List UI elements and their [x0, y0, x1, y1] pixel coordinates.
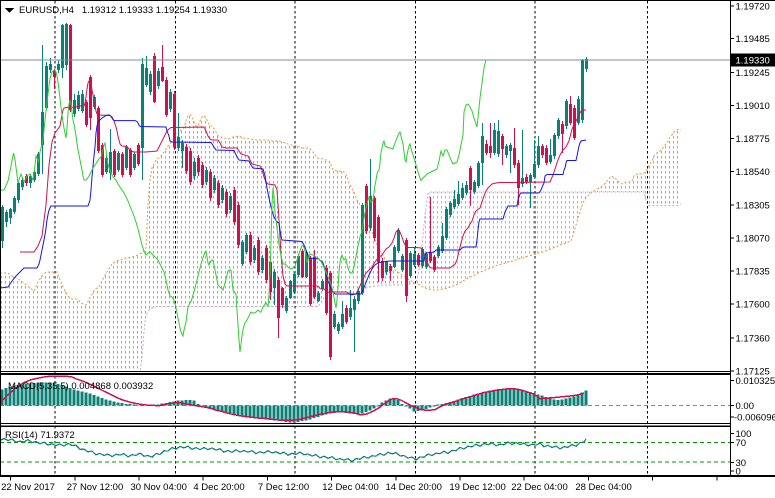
svg-text:70: 70	[736, 438, 747, 449]
svg-text:28 Dec 04:00: 28 Dec 04:00	[575, 482, 632, 493]
svg-text:12 Dec 04:00: 12 Dec 04:00	[322, 482, 379, 493]
svg-text:EURUSD,H4 1.19312 1.19333 1.: EURUSD,H4 1.19312 1.19333 1.19254 1.1933…	[19, 5, 227, 16]
svg-text:RSI(14) 71.9372: RSI(14) 71.9372	[5, 430, 75, 441]
svg-text:1.19245: 1.19245	[736, 68, 770, 79]
svg-text:-0.006096: -0.006096	[734, 413, 775, 424]
svg-text:1.18305: 1.18305	[736, 200, 770, 211]
svg-text:14 Dec 20:00: 14 Dec 20:00	[385, 482, 442, 493]
svg-text:22 Nov 2017: 22 Nov 2017	[1, 482, 55, 493]
svg-text:1.19720: 1.19720	[736, 2, 770, 13]
svg-text:19 Dec 12:00: 19 Dec 12:00	[449, 482, 506, 493]
svg-text:30 Nov 04:00: 30 Nov 04:00	[130, 482, 187, 493]
svg-text:0.00: 0.00	[736, 401, 755, 412]
svg-text:1.17125: 1.17125	[736, 367, 770, 378]
svg-text:4 Dec 20:00: 4 Dec 20:00	[193, 482, 244, 493]
svg-text:1.19485: 1.19485	[736, 34, 770, 45]
svg-text:1.17360: 1.17360	[736, 333, 770, 344]
svg-text:1.17835: 1.17835	[736, 267, 770, 278]
svg-text:27 Nov 12:00: 27 Nov 12:00	[67, 482, 124, 493]
svg-text:1.19330: 1.19330	[736, 56, 770, 67]
svg-text:22 Dec 04:00: 22 Dec 04:00	[511, 482, 568, 493]
svg-text:7 Dec 12:00: 7 Dec 12:00	[258, 482, 309, 493]
svg-text:1.18070: 1.18070	[736, 233, 770, 244]
svg-text:30: 30	[736, 458, 747, 469]
svg-text:1.18540: 1.18540	[736, 167, 770, 178]
svg-text:1.19010: 1.19010	[736, 101, 770, 112]
svg-text:100: 100	[736, 429, 752, 440]
svg-text:MACD(5,35,5) 0.004868 0.003932: MACD(5,35,5) 0.004868 0.003932	[8, 381, 153, 392]
svg-text:1.18775: 1.18775	[736, 134, 770, 145]
svg-text:0: 0	[736, 467, 741, 478]
svg-text:0.010325: 0.010325	[736, 376, 775, 387]
svg-text:1.17600: 1.17600	[736, 300, 770, 311]
